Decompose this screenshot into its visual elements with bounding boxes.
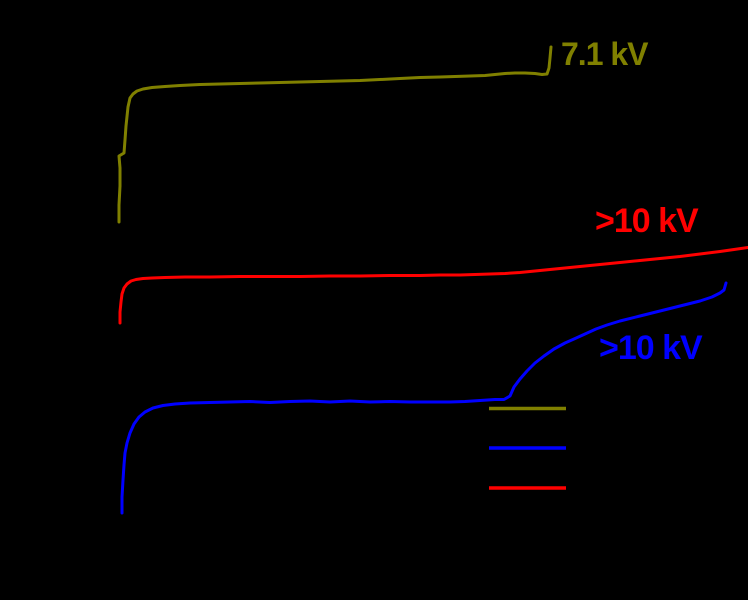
annotation-olive: 7.1 kV bbox=[561, 36, 649, 72]
annotation-blue: >10 kV bbox=[599, 329, 703, 367]
legend bbox=[489, 406, 566, 490]
annotation-red: >10 kV bbox=[595, 202, 699, 240]
olive-curve bbox=[117, 45, 553, 224]
curves bbox=[117, 45, 748, 515]
blue-curve bbox=[120, 281, 728, 515]
red-curve bbox=[118, 246, 748, 325]
